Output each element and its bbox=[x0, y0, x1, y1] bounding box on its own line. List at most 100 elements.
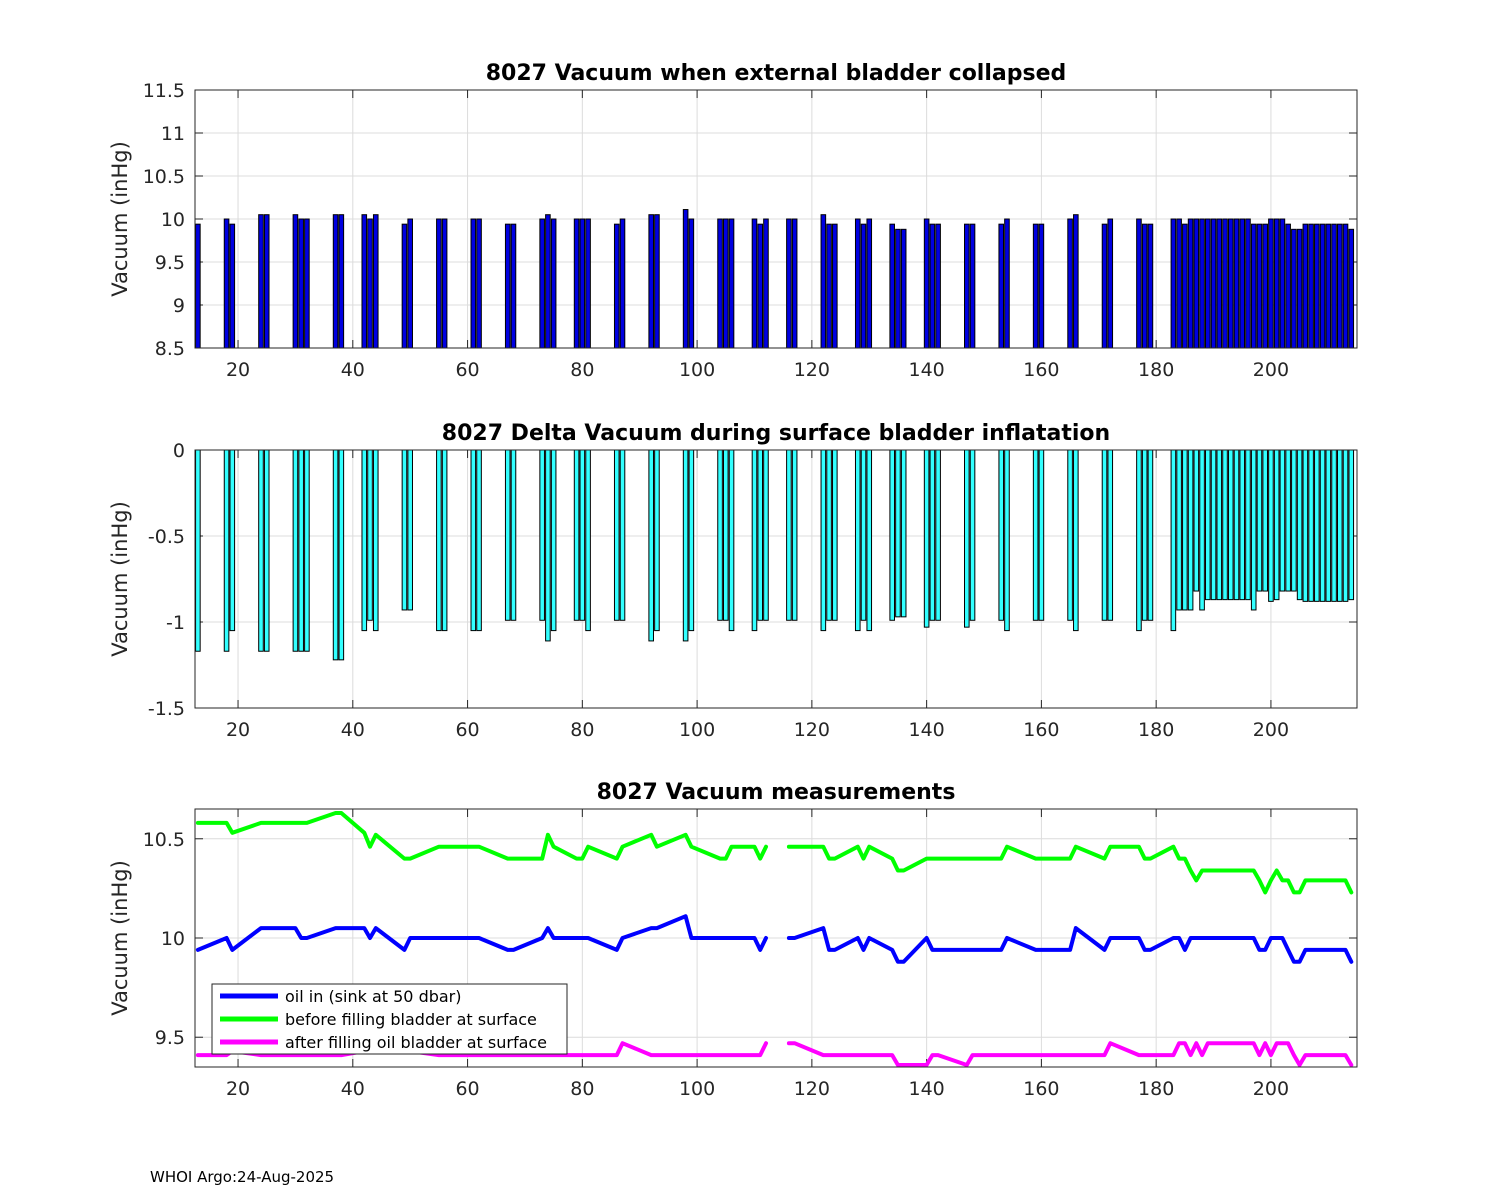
bar bbox=[223, 449, 230, 652]
series-line-1 bbox=[195, 811, 1354, 895]
bar bbox=[964, 223, 970, 349]
bar bbox=[854, 218, 861, 349]
bar bbox=[1348, 449, 1355, 601]
bar bbox=[923, 218, 930, 349]
bar bbox=[504, 223, 511, 349]
legend-label-before-filling: before filling bladder at surface bbox=[285, 1010, 537, 1029]
bar bbox=[619, 218, 626, 349]
bar bbox=[1296, 449, 1303, 601]
bar bbox=[1038, 223, 1045, 349]
bar bbox=[367, 218, 373, 349]
bar bbox=[682, 209, 689, 349]
legend-label-oil-in: oil in (sink at 50 dbar) bbox=[285, 987, 462, 1006]
bar bbox=[613, 449, 620, 621]
bar bbox=[229, 223, 236, 349]
bar bbox=[332, 214, 339, 349]
bar bbox=[929, 223, 936, 349]
bar bbox=[1193, 218, 1200, 349]
bar bbox=[1245, 218, 1251, 349]
bar bbox=[1038, 449, 1045, 621]
bar bbox=[573, 449, 580, 621]
bar bbox=[854, 449, 861, 632]
bar bbox=[1107, 218, 1114, 349]
bar bbox=[1250, 223, 1257, 349]
bar bbox=[1331, 223, 1337, 349]
bar bbox=[1032, 449, 1039, 621]
x-tick-label: 120 bbox=[794, 719, 830, 741]
bar bbox=[1348, 228, 1355, 349]
chart-title: 8027 Vacuum measurements bbox=[597, 780, 956, 805]
bar bbox=[1256, 449, 1263, 592]
bar bbox=[757, 223, 764, 349]
x-tick-label: 100 bbox=[679, 719, 715, 741]
bar bbox=[826, 449, 832, 621]
bar bbox=[1245, 449, 1251, 601]
bar bbox=[613, 223, 620, 349]
x-tick-label: 120 bbox=[794, 1078, 830, 1100]
y-tick-label: 9.5 bbox=[155, 252, 185, 274]
bar bbox=[1187, 449, 1194, 611]
bar bbox=[545, 214, 551, 349]
series-line-0 bbox=[195, 914, 1354, 964]
bar bbox=[585, 218, 591, 349]
bar bbox=[1262, 449, 1268, 592]
bar bbox=[1268, 449, 1274, 602]
bar bbox=[791, 449, 798, 621]
bar bbox=[900, 449, 907, 618]
bar bbox=[1182, 449, 1188, 611]
bar bbox=[935, 449, 941, 621]
y-tick-labels: -1.5 -1 -0.5 0 bbox=[148, 440, 185, 720]
bar bbox=[1279, 218, 1286, 349]
bar bbox=[1291, 449, 1297, 592]
bar bbox=[1342, 223, 1349, 349]
bar bbox=[573, 218, 580, 349]
bar bbox=[1291, 228, 1297, 349]
axes-box bbox=[194, 449, 1358, 709]
bar bbox=[1256, 223, 1263, 349]
bar bbox=[1187, 218, 1194, 349]
bar bbox=[1176, 449, 1182, 611]
bar bbox=[1273, 449, 1280, 601]
bar bbox=[1101, 223, 1108, 349]
legend-label-after-filling: after filling oil bladder at surface bbox=[285, 1033, 547, 1052]
bar bbox=[372, 449, 379, 632]
x-tick-label: 100 bbox=[679, 359, 715, 381]
x-tick-label: 180 bbox=[1138, 1078, 1174, 1100]
bar bbox=[510, 449, 517, 621]
x-tick-labels: 20 40 60 80 100 120 140 160 180 200 bbox=[226, 719, 1289, 741]
bar bbox=[1170, 449, 1177, 632]
bar bbox=[1268, 218, 1274, 349]
bar bbox=[550, 449, 557, 632]
bar bbox=[1227, 449, 1234, 601]
bar bbox=[441, 218, 448, 349]
bar bbox=[1325, 449, 1332, 602]
bar bbox=[539, 449, 545, 621]
x-tick-label: 60 bbox=[455, 359, 479, 381]
bar bbox=[1182, 223, 1188, 349]
axes-box bbox=[194, 89, 1358, 349]
bar bbox=[258, 214, 264, 349]
x-tick-label: 60 bbox=[455, 1078, 479, 1100]
bar bbox=[1302, 449, 1309, 602]
y-tick-label: 0 bbox=[173, 440, 185, 462]
bar bbox=[1176, 218, 1182, 349]
bar bbox=[332, 449, 339, 661]
bar bbox=[550, 218, 557, 349]
bar bbox=[654, 449, 660, 632]
bar bbox=[895, 228, 901, 349]
bar bbox=[964, 449, 970, 628]
y-tick-label: 9.5 bbox=[155, 1027, 185, 1049]
y-tick-label: 11 bbox=[161, 123, 185, 145]
bar bbox=[441, 449, 448, 632]
x-tick-label: 140 bbox=[908, 719, 944, 741]
bar bbox=[1336, 449, 1343, 602]
x-tick-labels: 20 40 60 80 100 120 140 160 180 200 bbox=[226, 1078, 1289, 1100]
bar bbox=[1004, 449, 1010, 632]
bar bbox=[1136, 449, 1142, 632]
bar bbox=[751, 449, 758, 632]
bar bbox=[1285, 223, 1291, 349]
bar bbox=[1067, 449, 1073, 621]
bar bbox=[860, 449, 867, 621]
bar bbox=[304, 218, 310, 349]
